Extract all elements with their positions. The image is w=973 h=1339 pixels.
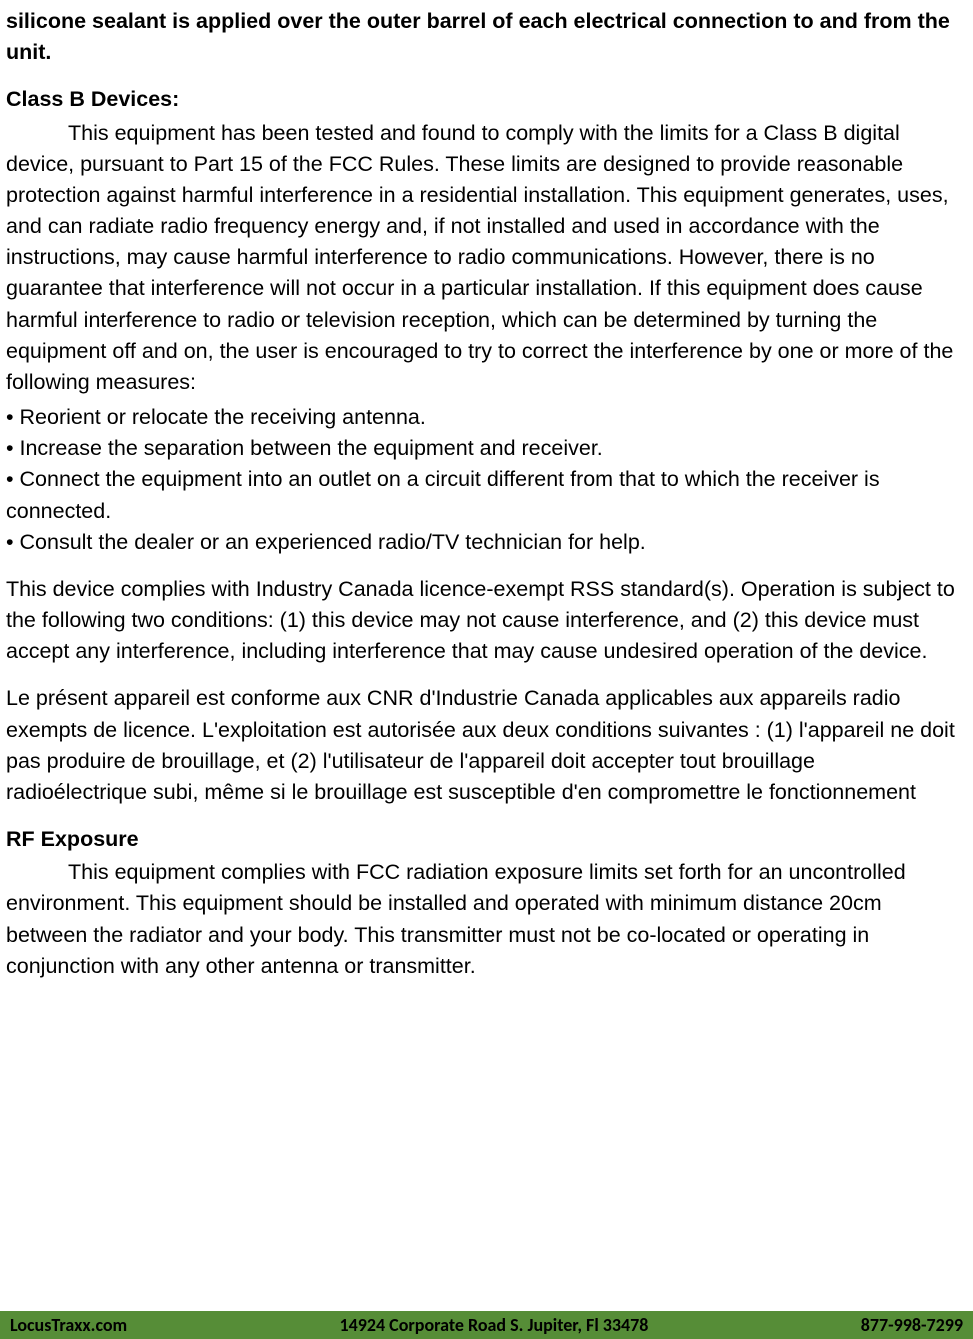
page-footer: LocusTraxx.com 14924 Corporate Road S. J…: [0, 1311, 973, 1339]
intro-bold-text: silicone sealant is applied over the out…: [6, 6, 959, 68]
content-area: silicone sealant is applied over the out…: [0, 0, 973, 982]
industry-canada-en: This device complies with Industry Canad…: [6, 574, 959, 668]
footer-website: LocusTraxx.com: [10, 1314, 127, 1336]
class-b-body: This equipment has been tested and found…: [6, 118, 959, 399]
rf-exposure-heading: RF Exposure: [6, 824, 959, 855]
bullet-item: • Reorient or relocate the receiving ant…: [6, 402, 959, 433]
rf-exposure-body: This equipment complies with FCC radiati…: [6, 857, 959, 982]
bullet-item: • Connect the equipment into an outlet o…: [6, 464, 959, 526]
bullet-item: • Consult the dealer or an experienced r…: [6, 527, 959, 558]
industry-canada-fr: Le présent appareil est conforme aux CNR…: [6, 683, 959, 808]
class-b-heading: Class B Devices:: [6, 84, 959, 115]
rf-exposure-text: This equipment complies with FCC radiati…: [6, 860, 906, 978]
footer-phone: 877-998-7299: [861, 1314, 963, 1336]
class-b-body-text: This equipment has been tested and found…: [6, 121, 953, 394]
footer-address: 14924 Corporate Road S. Jupiter, Fl 3347…: [340, 1314, 649, 1336]
bullet-item: • Increase the separation between the eq…: [6, 433, 959, 464]
document-page: silicone sealant is applied over the out…: [0, 0, 973, 1339]
